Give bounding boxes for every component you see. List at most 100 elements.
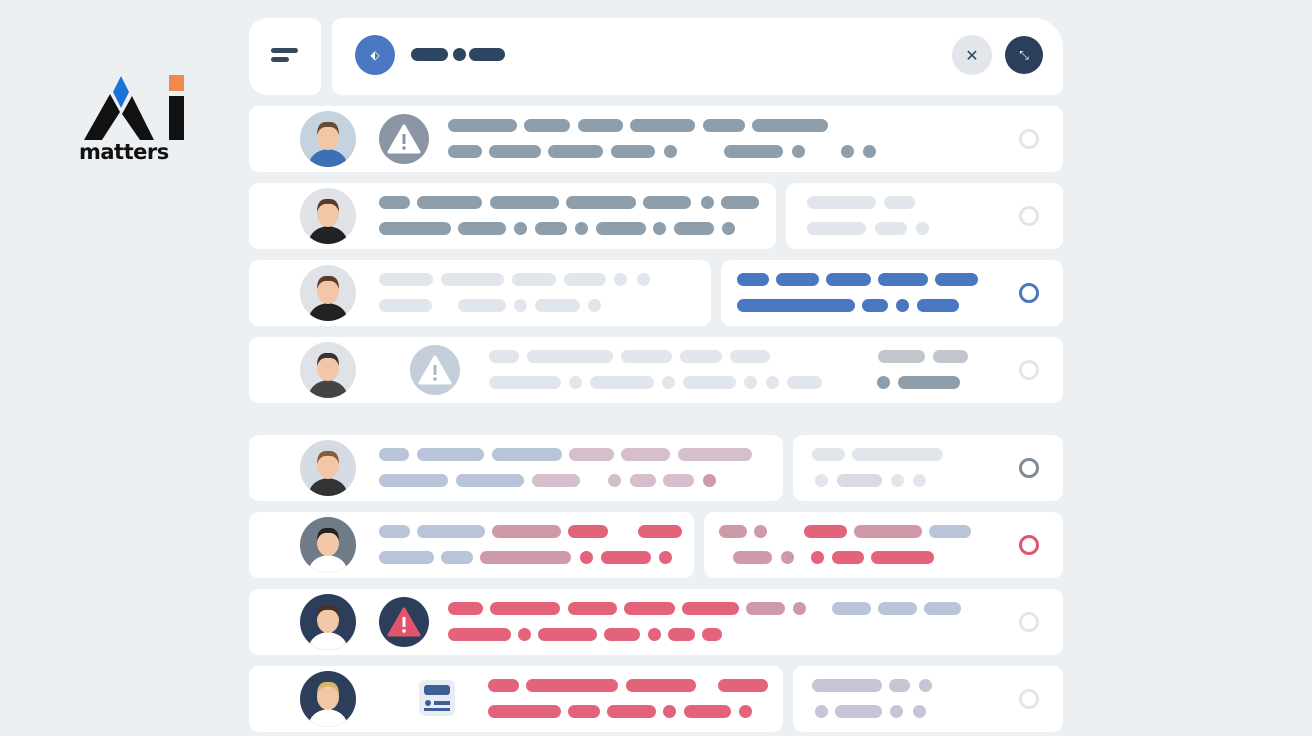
placeholder-dot [662, 376, 675, 389]
placeholder-text [878, 273, 928, 286]
placeholder-dot [841, 145, 854, 158]
row-detail-card[interactable] [793, 435, 1063, 501]
placeholder-dot [815, 705, 828, 718]
placeholder-text [643, 196, 691, 209]
placeholder-text [871, 551, 934, 564]
placeholder-dot [913, 474, 926, 487]
placeholder-text [379, 196, 410, 209]
row-detail-card[interactable] [786, 183, 1063, 249]
select-radio[interactable] [1019, 283, 1039, 303]
placeholder-dot [754, 525, 767, 538]
placeholder-text [492, 448, 562, 461]
placeholder-text [684, 705, 731, 718]
row-detail-card[interactable] [793, 666, 1063, 732]
placeholder-text [490, 602, 560, 615]
placeholder-text [604, 628, 640, 641]
placeholder-dot [663, 705, 676, 718]
placeholder-text [527, 350, 613, 363]
placeholder-dot [648, 628, 661, 641]
subtitle-placeholder [469, 48, 505, 61]
placeholder-text [535, 299, 580, 312]
placeholder-text [875, 222, 907, 235]
placeholder-text [488, 679, 519, 692]
placeholder-text [826, 273, 871, 286]
placeholder-text [611, 145, 655, 158]
select-radio[interactable] [1019, 689, 1039, 709]
placeholder-text [532, 474, 580, 487]
placeholder-dot [916, 222, 929, 235]
select-radio[interactable] [1019, 612, 1039, 632]
placeholder-text [832, 551, 864, 564]
placeholder-text [621, 448, 670, 461]
placeholder-text [804, 525, 847, 538]
placeholder-text [379, 299, 432, 312]
placeholder-dot [518, 628, 531, 641]
avatar [300, 342, 356, 398]
placeholder-text [787, 376, 822, 389]
avatar [300, 111, 356, 167]
placeholder-dot [890, 705, 903, 718]
placeholder-dot [588, 299, 601, 312]
placeholder-text [379, 222, 451, 235]
placeholder-text [379, 525, 410, 538]
close-button[interactable]: ✕ [952, 35, 992, 75]
placeholder-text [379, 273, 433, 286]
placeholder-text [448, 628, 511, 641]
logo-text: matters [79, 140, 169, 164]
expand-button[interactable]: ⤡ [1005, 36, 1043, 74]
placeholder-dot [913, 705, 926, 718]
placeholder-text [630, 119, 695, 132]
placeholder-dot [919, 679, 932, 692]
placeholder-text [807, 196, 876, 209]
placeholder-dot [896, 299, 909, 312]
select-radio[interactable] [1019, 458, 1039, 478]
placeholder-text [730, 350, 770, 363]
tag-icon[interactable]: ⬖ [355, 35, 395, 75]
placeholder-text [538, 628, 597, 641]
placeholder-dot [637, 273, 650, 286]
row-card[interactable] [249, 106, 1063, 172]
placeholder-text [837, 474, 882, 487]
placeholder-text [929, 525, 971, 538]
placeholder-text [417, 448, 484, 461]
placeholder-text [680, 350, 722, 363]
placeholder-dot [815, 474, 828, 487]
placeholder-text [535, 222, 567, 235]
select-radio[interactable] [1019, 206, 1039, 226]
row-detail-card[interactable] [721, 260, 1063, 326]
warning-icon [379, 114, 429, 164]
select-radio[interactable] [1019, 360, 1039, 380]
menu-card[interactable] [249, 18, 321, 95]
select-radio[interactable] [1019, 129, 1039, 149]
row-card[interactable] [249, 337, 1063, 403]
placeholder-text [678, 448, 752, 461]
placeholder-text [624, 602, 675, 615]
placeholder-dot [653, 222, 666, 235]
select-radio[interactable] [1019, 535, 1039, 555]
placeholder-dot [514, 299, 527, 312]
placeholder-dot [766, 376, 779, 389]
placeholder-text [889, 679, 910, 692]
placeholder-text [526, 679, 618, 692]
placeholder-text [578, 119, 623, 132]
placeholder-text [737, 299, 855, 312]
placeholder-dot [703, 474, 716, 487]
placeholder-text [596, 222, 646, 235]
placeholder-text [935, 273, 978, 286]
placeholder-text [626, 679, 696, 692]
placeholder-text [812, 448, 845, 461]
placeholder-text [480, 551, 571, 564]
placeholder-text [718, 679, 768, 692]
row-card[interactable] [249, 589, 1063, 655]
placeholder-text [812, 679, 882, 692]
placeholder-dot [580, 551, 593, 564]
hamburger-icon[interactable] [271, 48, 298, 62]
placeholder-text [489, 145, 541, 158]
placeholder-text [638, 525, 682, 538]
row-detail-card[interactable] [704, 512, 1063, 578]
placeholder-text [807, 222, 866, 235]
expand-icon: ⤡ [1019, 47, 1029, 62]
placeholder-text [878, 350, 925, 363]
placeholder-text [417, 196, 482, 209]
placeholder-text [590, 376, 654, 389]
